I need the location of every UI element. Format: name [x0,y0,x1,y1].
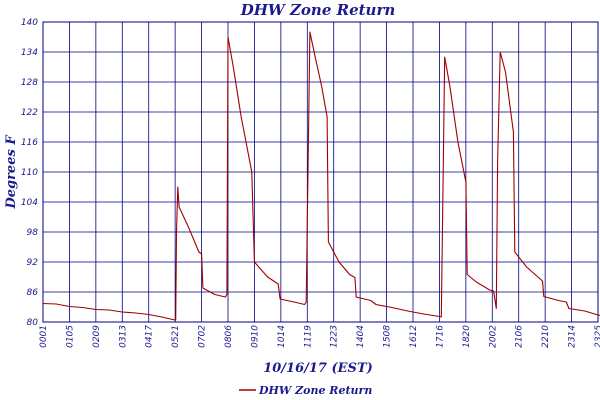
y-tick-labels: 80 86 92 98 104 110 116 122 128 134 140 [21,18,38,328]
x-tick-label-8: 0910 [250,325,260,348]
x-tick-label-15: 1716 [435,325,445,348]
x-tick-label-21: 2325 [594,325,600,348]
series-line-0 [42,31,600,321]
x-tick-label-17: 2002 [488,325,498,348]
y-axis-label: Degrees F [4,135,19,210]
y-tick-label-3: 98 [27,228,39,238]
x-tick-label-13: 1508 [383,325,393,348]
y-tick-label-0: 80 [27,318,39,328]
y-tick-label-7: 122 [21,108,38,118]
legend-label: DHW Zone Return [258,384,372,397]
chart-title: DHW Zone Return [240,1,396,19]
x-tick-label-4: 0417 [145,325,155,348]
y-tick-label-6: 116 [21,138,38,148]
x-tick-label-10: 1119 [303,325,313,348]
x-tick-label-2: 0209 [92,325,102,348]
y-tick-label-2: 92 [27,258,39,268]
grid-lines [42,21,599,323]
x-tick-label-6: 0702 [198,325,208,348]
x-tick-label-11: 1223 [330,325,340,348]
x-tick-label-7: 0806 [224,325,234,348]
x-tick-label-3: 0313 [118,325,128,348]
series-layer [42,31,600,321]
x-tick-label-19: 2210 [541,325,551,348]
x-tick-labels: 0001 0105 0209 0313 0417 0521 0702 0806 0910 1014… [39,325,600,348]
y-tick-label-10: 140 [21,18,38,28]
x-tick-label-14: 1612 [409,325,419,348]
x-axis-label: 10/16/17 (EST) [263,361,373,376]
legend: DHW Zone Return [239,384,372,397]
x-tick-label-5: 0521 [171,325,181,348]
y-tick-label-9: 134 [21,48,38,58]
x-tick-label-16: 1820 [462,325,472,348]
y-tick-label-1: 86 [27,288,39,298]
y-tick-label-5: 110 [21,168,38,178]
x-tick-label-0: 0001 [39,325,49,348]
x-tick-label-18: 2106 [515,325,525,348]
y-tick-label-4: 104 [21,198,38,208]
x-tick-label-1: 0105 [65,325,75,348]
x-tick-label-12: 1404 [356,325,366,348]
x-tick-label-20: 2314 [568,325,578,348]
x-tick-label-9: 1014 [277,325,287,348]
y-tick-label-8: 128 [21,78,38,88]
